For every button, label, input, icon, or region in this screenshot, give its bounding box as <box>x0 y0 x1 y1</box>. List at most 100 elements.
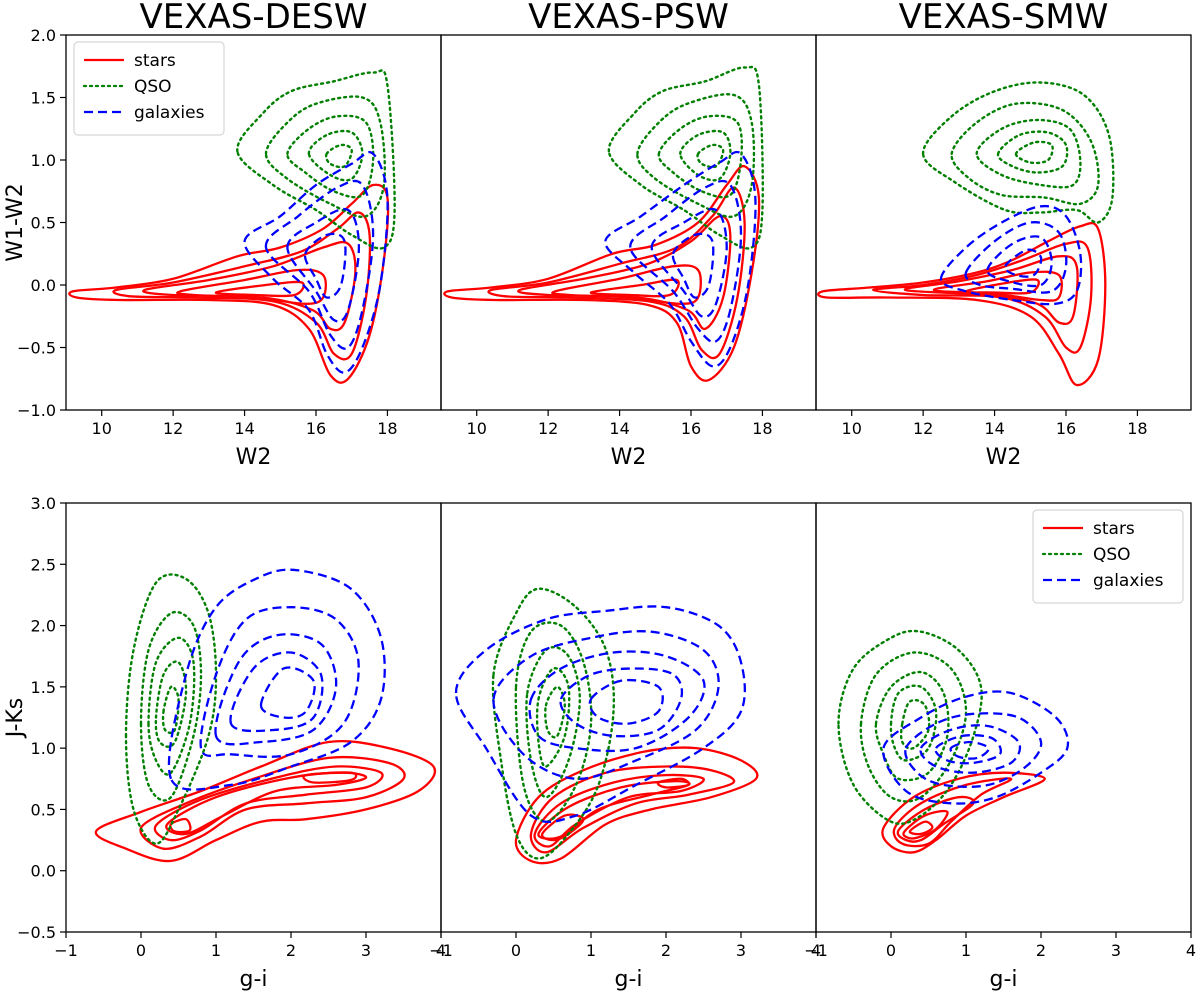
qso-contour-level-2 <box>514 621 593 823</box>
x-axis-label: g-i <box>614 967 642 992</box>
galaxies-contour-level-4 <box>671 232 715 299</box>
qso-contour-level-3 <box>286 114 375 199</box>
x-tick-label: 16 <box>1056 419 1076 438</box>
galaxies-contour-level-1 <box>167 568 386 791</box>
x-tick-label: 0 <box>886 941 896 960</box>
y-tick-label: −0.5 <box>17 923 56 942</box>
qso-contour-level-2 <box>139 610 203 802</box>
galaxies-contour-level-3 <box>286 207 361 323</box>
stars-contour-level-2 <box>529 765 736 854</box>
stars-contour-level-3 <box>153 765 384 842</box>
panel-bottom-3-frame <box>815 502 1192 933</box>
galaxies-contour-level-1 <box>939 204 1083 306</box>
x-tick-label: 18 <box>752 419 772 438</box>
x-tick-label: 10 <box>842 419 862 438</box>
y-axis-label: J-Ks <box>3 698 28 740</box>
qso-contour-level-2 <box>264 95 387 219</box>
galaxies-contour-level-2 <box>199 606 360 758</box>
qso-contour-level-1 <box>607 65 764 250</box>
x-tick-label: 14 <box>609 419 629 438</box>
stars-contour-level-5 <box>964 278 1040 295</box>
galaxies-contour-level-2 <box>629 179 743 344</box>
x-tick-label: 12 <box>538 419 558 438</box>
legend <box>73 41 225 136</box>
galaxies-contour-level-1 <box>604 150 757 368</box>
legend-label-galaxies: galaxies <box>1093 571 1164 591</box>
galaxies-contour-level-3 <box>528 650 706 753</box>
galaxies-contour-level-1 <box>454 605 746 824</box>
stars-contour-level-5 <box>214 280 305 298</box>
legend <box>1032 509 1184 604</box>
x-tick-label: 2 <box>1036 941 1046 960</box>
qso-contour-level-5 <box>696 143 725 169</box>
galaxies-contour-level-2 <box>264 179 375 350</box>
y-tick-label: 1.0 <box>31 739 56 758</box>
x-tick-label: 0 <box>511 941 521 960</box>
x-tick-label: 0 <box>136 941 146 960</box>
x-tick-label: 16 <box>306 419 326 438</box>
legend-label-stars: stars <box>134 51 176 71</box>
y-tick-label: 2.5 <box>31 555 56 574</box>
stars-contour-level-2 <box>112 211 372 361</box>
qso-contour-level-1 <box>491 587 616 860</box>
panel-top-3-frame <box>815 34 1192 411</box>
galaxies-contour-level-1 <box>882 690 1070 805</box>
qso-contour-level-4 <box>535 667 571 768</box>
galaxies-contour-level-4 <box>934 734 1002 765</box>
stars-contour-level-6 <box>169 817 192 834</box>
legend-label-stars: stars <box>1093 519 1135 539</box>
x-axis-label: g-i <box>239 967 267 992</box>
legend-label-qso: QSO <box>1093 545 1131 565</box>
stars-contour-level-5 <box>540 813 585 842</box>
stars-contour-level-1 <box>514 746 759 865</box>
qso-contour-level-4 <box>996 130 1069 174</box>
x-tick-label: 3 <box>361 941 371 960</box>
galaxies-contour-level-3 <box>650 207 728 318</box>
stars-contour-level-2 <box>487 186 746 360</box>
x-tick-label: 18 <box>377 419 397 438</box>
y-tick-label: 3.0 <box>31 494 56 513</box>
panel-bottom-2-contours <box>454 587 759 865</box>
x-tick-label: 16 <box>681 419 701 438</box>
stars-contour-level-3 <box>896 795 976 843</box>
stars-contour-level-4 <box>902 809 949 840</box>
qso-contour-level-3 <box>975 118 1082 189</box>
y-tick-label: 0.5 <box>31 800 56 819</box>
qso-contour-level-5 <box>161 685 180 735</box>
galaxies-contour-level-5 <box>949 740 990 760</box>
qso-contour-level-4 <box>154 660 188 748</box>
legend-label-galaxies: galaxies <box>134 103 205 123</box>
x-tick-label: 2 <box>661 941 671 960</box>
galaxies-contour-level-2 <box>964 221 1068 294</box>
galaxies-contour-level-3 <box>214 633 338 746</box>
panel-bottom-1-contours <box>94 568 437 863</box>
x-tick-label: 4 <box>811 941 821 960</box>
x-tick-label: 18 <box>1127 419 1147 438</box>
y-tick-label: 1.0 <box>31 151 56 170</box>
qso-contour-level-5 <box>899 698 931 750</box>
x-tick-label: 4 <box>1186 941 1196 960</box>
stars-contour-level-4 <box>932 270 1063 302</box>
qso-contour-level-3 <box>147 636 196 776</box>
qso-contour-level-5 <box>1014 140 1054 165</box>
qso-contour-level-3 <box>874 670 950 782</box>
x-tick-label: 4 <box>436 941 446 960</box>
stars-contour-level-6 <box>656 777 691 789</box>
stars-contour-level-2 <box>892 777 1013 848</box>
galaxies-contour-level-3 <box>919 724 1022 774</box>
x-tick-label: 1 <box>211 941 221 960</box>
qso-contour-level-3 <box>657 114 744 199</box>
galaxies-contour-level-2 <box>904 712 1043 788</box>
y-tick-label: 0.0 <box>31 862 56 881</box>
x-tick-label: 10 <box>467 419 487 438</box>
galaxies-contour-level-2 <box>492 630 720 780</box>
x-tick-label: 14 <box>234 419 254 438</box>
stars-contour-level-5 <box>302 771 358 784</box>
panel-top-1-contours <box>68 69 396 384</box>
galaxies-contour-level-5 <box>259 666 316 719</box>
panel-top-3-contours <box>817 81 1115 387</box>
y-tick-label: 0.5 <box>31 214 56 233</box>
x-tick-label: −1 <box>429 941 453 960</box>
x-axis-label: W2 <box>611 445 647 470</box>
